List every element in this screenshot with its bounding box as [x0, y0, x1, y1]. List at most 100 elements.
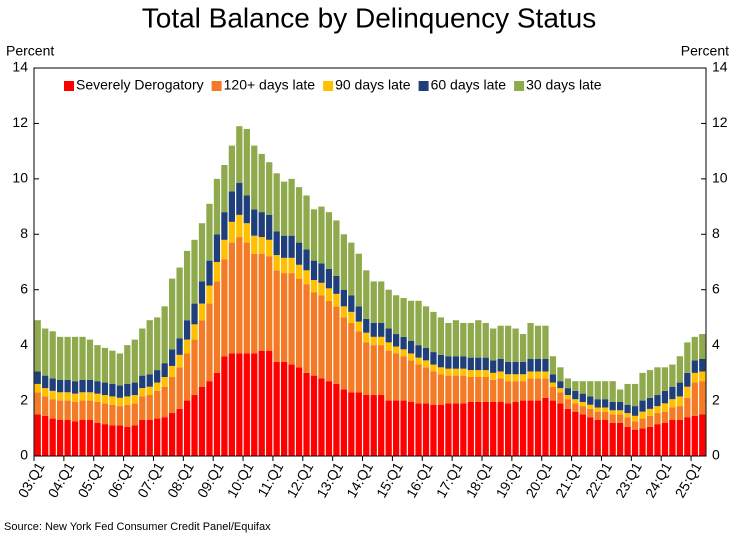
y-tick-label: 10	[12, 170, 28, 186]
bar-segment	[370, 322, 377, 337]
bar-segment	[303, 284, 310, 373]
bar-segment	[639, 418, 646, 429]
bar-segment	[669, 364, 676, 387]
bar-segment	[452, 356, 460, 369]
bar-segment	[564, 399, 572, 409]
bar-segment	[79, 379, 86, 393]
bar-segment	[497, 401, 504, 456]
bar-segment	[460, 375, 467, 404]
bar-segment	[691, 336, 698, 361]
bar-segment	[631, 429, 639, 456]
bar-segment	[400, 400, 407, 456]
bar-segment	[602, 399, 609, 408]
bar-segment	[109, 383, 116, 397]
bar-segment	[363, 332, 370, 343]
bar-segment	[385, 400, 392, 456]
x-tick-label: 13:Q1	[313, 459, 346, 500]
bar-segment	[407, 300, 415, 341]
bar-segment	[116, 425, 124, 456]
bar-segment	[273, 173, 280, 232]
bar-segment	[288, 178, 295, 236]
bar-segment	[475, 401, 482, 456]
bar-segment	[624, 413, 631, 418]
bar-segment	[348, 242, 355, 296]
x-tick-label: 09:Q1	[194, 459, 227, 500]
bar-segment	[191, 324, 198, 340]
bar-segment	[624, 417, 631, 427]
bar-segment	[676, 419, 684, 456]
bar-segment	[527, 378, 534, 401]
bar-segment	[527, 322, 534, 359]
bar-segment	[273, 361, 280, 456]
bar-segment	[258, 153, 265, 213]
y2-tick-label: 0	[712, 447, 720, 463]
bar-segment	[482, 370, 489, 378]
bar-segment	[86, 339, 94, 380]
bar-segment	[206, 285, 213, 304]
bar-segment	[154, 317, 161, 371]
bar-segment	[101, 403, 109, 425]
bar-segment	[564, 378, 572, 389]
bar-segment	[631, 383, 639, 407]
bar-segment	[587, 396, 594, 405]
bar-segment	[504, 374, 512, 382]
bar-segment	[318, 282, 325, 296]
bar-segment	[34, 383, 41, 393]
x-tick-label: 14:Q1	[343, 459, 376, 500]
x-tick-label: 04:Q1	[44, 459, 77, 500]
y2-tick-label: 10	[712, 170, 728, 186]
bar-segment	[699, 381, 706, 415]
x-tick-label: 06:Q1	[104, 459, 137, 500]
bar-segment	[310, 292, 318, 376]
bar-segment	[64, 419, 71, 456]
y2-tick-label: 14	[712, 59, 728, 75]
bar-segment	[318, 263, 325, 283]
bar-segment	[355, 321, 362, 332]
bar-segment	[49, 378, 56, 391]
bar-segment	[56, 400, 64, 420]
y2-tick-label: 12	[712, 114, 728, 130]
bar-segment	[139, 328, 146, 376]
bar-segment	[676, 396, 684, 407]
bar-segment	[609, 410, 616, 415]
bar-segment	[602, 419, 609, 456]
bar-segment	[519, 334, 527, 362]
bar-segment	[430, 364, 437, 372]
bar-segment	[236, 353, 243, 456]
bar-segment	[213, 262, 221, 282]
bar-segment	[437, 404, 445, 456]
bar-segment	[654, 424, 661, 456]
bar-segment	[437, 367, 445, 375]
bar-segment	[460, 403, 467, 456]
bar-segment	[146, 419, 153, 456]
bar-segment	[49, 418, 56, 456]
bar-segment	[557, 388, 564, 393]
bar-segment	[295, 278, 303, 368]
bar-segment	[542, 378, 549, 398]
bar-segment	[542, 359, 549, 372]
bar-segment	[183, 353, 191, 401]
bar-segment	[109, 350, 116, 384]
bar-segment	[266, 214, 273, 240]
bar-segment	[168, 278, 176, 350]
bar-segment	[684, 417, 691, 456]
bar-segment	[86, 400, 94, 420]
bar-segment	[430, 404, 437, 456]
bar-segment	[684, 386, 691, 398]
bar-segment	[310, 209, 318, 261]
bar-segment	[370, 281, 377, 323]
x-tick-label: 16:Q1	[403, 459, 436, 500]
bar-segment	[79, 400, 86, 420]
bar-segment	[176, 354, 183, 368]
bar-segment	[116, 385, 124, 398]
bar-segment	[400, 356, 407, 401]
bar-segment	[94, 345, 101, 382]
bar-segment	[325, 381, 333, 456]
bar-segment	[519, 374, 527, 382]
bar-segment	[161, 377, 168, 387]
bar-segment	[415, 300, 422, 346]
y-tick-label: 12	[12, 114, 28, 130]
bar-segment	[564, 395, 572, 400]
bar-segment	[243, 128, 250, 196]
bar-segment	[430, 371, 437, 405]
